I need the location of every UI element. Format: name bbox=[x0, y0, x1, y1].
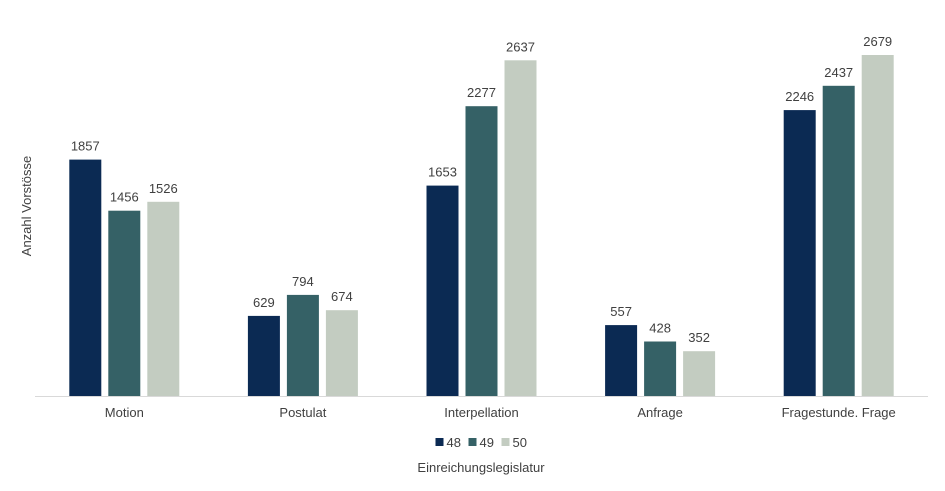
data-label: 352 bbox=[688, 330, 710, 345]
data-label: 428 bbox=[649, 321, 671, 336]
bars-layer bbox=[69, 55, 894, 397]
legend-label: 48 bbox=[447, 435, 461, 450]
bar-50-interpellation bbox=[504, 60, 537, 397]
bar-49-anfrage bbox=[644, 341, 677, 396]
data-label: 629 bbox=[253, 295, 275, 310]
data-label: 1526 bbox=[149, 181, 178, 196]
bar-49-fragestunde-frage bbox=[822, 85, 855, 397]
legend-label: 50 bbox=[513, 435, 527, 450]
bar-49-postulat bbox=[286, 294, 319, 396]
data-label: 557 bbox=[610, 304, 632, 319]
x-tick-label: Postulat bbox=[279, 405, 326, 420]
y-axis-title: Anzahl Vorstösse bbox=[19, 156, 34, 256]
x-tick-label: Motion bbox=[105, 405, 144, 420]
data-label: 2637 bbox=[506, 39, 535, 54]
data-label: 674 bbox=[331, 289, 353, 304]
x-tick-label: Fragestunde. Frage bbox=[782, 405, 896, 420]
data-label: 1857 bbox=[71, 139, 100, 154]
data-label: 794 bbox=[292, 274, 314, 289]
legend-swatch bbox=[435, 438, 444, 446]
value-labels-layer: 1857 1456 1526 629 794 674 1653 2277 2637 557 428 3… bbox=[71, 34, 892, 345]
bar-48-motion bbox=[69, 159, 102, 396]
bar-50-motion bbox=[147, 201, 180, 396]
bar-49-motion bbox=[108, 210, 141, 396]
data-label: 2246 bbox=[785, 89, 814, 104]
data-label: 2679 bbox=[863, 34, 892, 49]
bar-50-postulat bbox=[325, 310, 358, 396]
data-label: 2437 bbox=[824, 65, 853, 80]
bar-48-interpellation bbox=[426, 185, 459, 396]
data-label: 2277 bbox=[467, 85, 496, 100]
x-tick-label: Interpellation bbox=[444, 405, 518, 420]
bar-48-fragestunde-frage bbox=[783, 110, 816, 396]
data-label: 1653 bbox=[428, 165, 457, 180]
bar-50-fragestunde-frage bbox=[861, 55, 894, 396]
legend: 48 49 50 bbox=[435, 435, 527, 450]
legend-label: 49 bbox=[480, 435, 494, 450]
bar-48-anfrage bbox=[605, 325, 638, 396]
x-tick-label: Anfrage bbox=[637, 405, 683, 420]
bar-49-interpellation bbox=[465, 106, 498, 396]
bar-50-anfrage bbox=[683, 351, 716, 396]
bar-48-postulat bbox=[247, 315, 280, 396]
x-axis-title: Einreichungslegislatur bbox=[417, 460, 545, 475]
legend-swatch bbox=[501, 438, 510, 446]
x-tick-labels: Motion Postulat Interpellation Anfrage Frage… bbox=[105, 405, 896, 420]
data-label: 1456 bbox=[110, 190, 139, 205]
legend-swatch bbox=[468, 438, 477, 446]
